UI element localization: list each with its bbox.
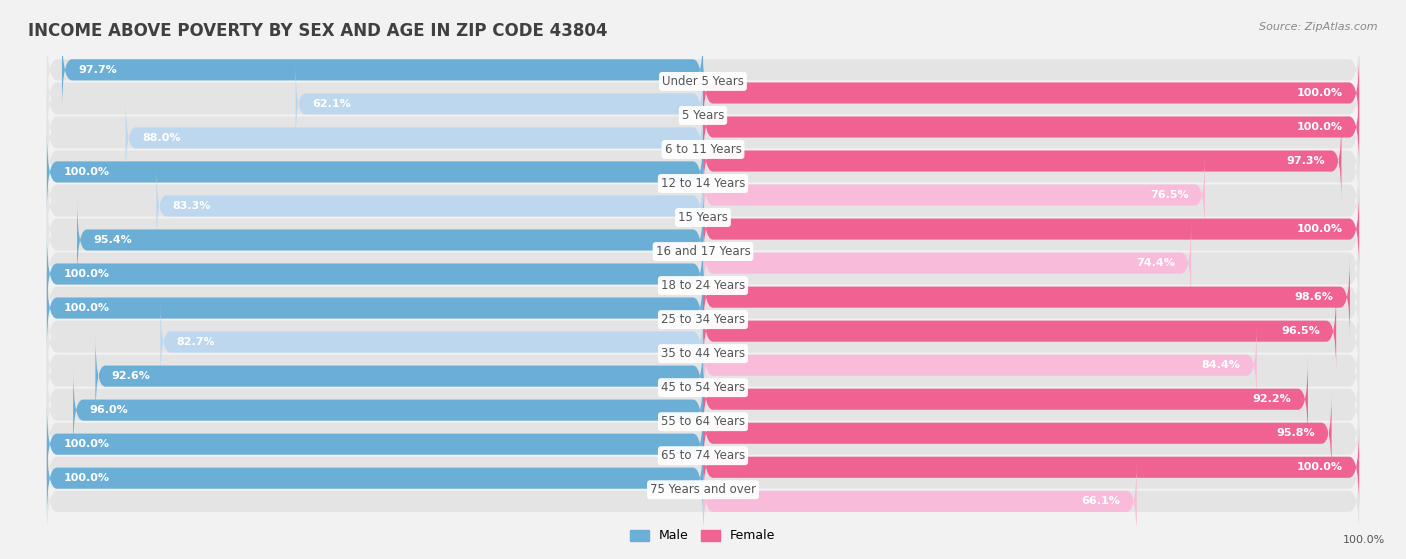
FancyBboxPatch shape [46, 200, 1360, 281]
Text: 35 to 44 Years: 35 to 44 Years [661, 347, 745, 360]
Text: 96.5%: 96.5% [1281, 326, 1320, 336]
Text: 100.0%: 100.0% [63, 439, 110, 449]
Text: INCOME ABOVE POVERTY BY SEX AND AGE IN ZIP CODE 43804: INCOME ABOVE POVERTY BY SEX AND AGE IN Z… [28, 22, 607, 40]
FancyBboxPatch shape [77, 200, 703, 281]
FancyBboxPatch shape [703, 87, 1360, 168]
Text: 96.0%: 96.0% [90, 405, 128, 415]
FancyBboxPatch shape [46, 234, 1360, 315]
FancyBboxPatch shape [46, 63, 1360, 144]
Text: 84.4%: 84.4% [1202, 360, 1240, 370]
FancyBboxPatch shape [46, 404, 1360, 485]
FancyBboxPatch shape [46, 369, 1360, 451]
Text: 95.4%: 95.4% [93, 235, 132, 245]
Text: 12 to 14 Years: 12 to 14 Years [661, 177, 745, 190]
Text: 76.5%: 76.5% [1150, 190, 1188, 200]
FancyBboxPatch shape [46, 404, 703, 485]
Text: 25 to 34 Years: 25 to 34 Years [661, 313, 745, 326]
Text: 83.3%: 83.3% [173, 201, 211, 211]
FancyBboxPatch shape [46, 325, 1360, 406]
Text: 100.0%: 100.0% [63, 167, 110, 177]
FancyBboxPatch shape [46, 222, 1360, 304]
Text: 62.1%: 62.1% [312, 99, 350, 109]
FancyBboxPatch shape [46, 234, 703, 315]
FancyBboxPatch shape [62, 30, 703, 110]
FancyBboxPatch shape [125, 97, 703, 178]
FancyBboxPatch shape [46, 121, 1360, 202]
FancyBboxPatch shape [46, 131, 703, 212]
FancyBboxPatch shape [703, 53, 1360, 134]
FancyBboxPatch shape [46, 97, 1360, 178]
Text: 55 to 64 Years: 55 to 64 Years [661, 415, 745, 428]
Text: 95.8%: 95.8% [1277, 428, 1315, 438]
FancyBboxPatch shape [46, 438, 1360, 519]
Text: 18 to 24 Years: 18 to 24 Years [661, 279, 745, 292]
Text: 5 Years: 5 Years [682, 109, 724, 122]
Text: 88.0%: 88.0% [142, 133, 180, 143]
Text: 75 Years and over: 75 Years and over [650, 483, 756, 496]
FancyBboxPatch shape [73, 369, 703, 451]
FancyBboxPatch shape [156, 165, 703, 247]
Text: 82.7%: 82.7% [177, 337, 215, 347]
Text: 100.0%: 100.0% [1343, 535, 1385, 545]
Text: 100.0%: 100.0% [63, 473, 110, 483]
Legend: Male, Female: Male, Female [626, 524, 780, 547]
FancyBboxPatch shape [46, 257, 1360, 338]
FancyBboxPatch shape [46, 301, 1360, 382]
Text: 100.0%: 100.0% [1296, 88, 1343, 98]
FancyBboxPatch shape [46, 268, 703, 348]
FancyBboxPatch shape [46, 427, 1360, 508]
FancyBboxPatch shape [703, 359, 1308, 440]
Text: 45 to 54 Years: 45 to 54 Years [661, 381, 745, 394]
FancyBboxPatch shape [160, 301, 703, 382]
FancyBboxPatch shape [46, 188, 1360, 269]
FancyBboxPatch shape [46, 268, 1360, 348]
FancyBboxPatch shape [295, 63, 703, 144]
FancyBboxPatch shape [46, 165, 1360, 247]
Text: Source: ZipAtlas.com: Source: ZipAtlas.com [1260, 22, 1378, 32]
FancyBboxPatch shape [703, 325, 1257, 406]
Text: 92.6%: 92.6% [112, 371, 150, 381]
FancyBboxPatch shape [46, 30, 1360, 110]
FancyBboxPatch shape [703, 393, 1331, 473]
FancyBboxPatch shape [703, 155, 1205, 235]
FancyBboxPatch shape [703, 188, 1360, 269]
FancyBboxPatch shape [46, 131, 1360, 212]
Text: 66.1%: 66.1% [1081, 496, 1121, 506]
Text: 98.6%: 98.6% [1295, 292, 1333, 302]
Text: Under 5 Years: Under 5 Years [662, 75, 744, 88]
FancyBboxPatch shape [46, 393, 1360, 473]
FancyBboxPatch shape [46, 461, 1360, 542]
Text: 15 Years: 15 Years [678, 211, 728, 224]
Text: 100.0%: 100.0% [1296, 224, 1343, 234]
Text: 100.0%: 100.0% [1296, 122, 1343, 132]
Text: 65 to 74 Years: 65 to 74 Years [661, 449, 745, 462]
FancyBboxPatch shape [46, 335, 1360, 416]
FancyBboxPatch shape [703, 121, 1341, 202]
Text: 97.7%: 97.7% [79, 65, 117, 75]
FancyBboxPatch shape [703, 257, 1350, 338]
Text: 100.0%: 100.0% [63, 269, 110, 279]
FancyBboxPatch shape [703, 461, 1136, 542]
Text: 100.0%: 100.0% [1296, 462, 1343, 472]
Text: 97.3%: 97.3% [1286, 156, 1324, 166]
FancyBboxPatch shape [703, 427, 1360, 508]
Text: 16 and 17 Years: 16 and 17 Years [655, 245, 751, 258]
FancyBboxPatch shape [46, 438, 703, 519]
Text: 6 to 11 Years: 6 to 11 Years [665, 143, 741, 156]
FancyBboxPatch shape [703, 222, 1191, 304]
FancyBboxPatch shape [46, 155, 1360, 235]
Text: 92.2%: 92.2% [1253, 394, 1292, 404]
FancyBboxPatch shape [46, 291, 1360, 372]
FancyBboxPatch shape [703, 291, 1336, 372]
FancyBboxPatch shape [46, 359, 1360, 440]
FancyBboxPatch shape [46, 53, 1360, 134]
Text: 100.0%: 100.0% [63, 303, 110, 313]
Text: 74.4%: 74.4% [1136, 258, 1175, 268]
FancyBboxPatch shape [46, 87, 1360, 168]
FancyBboxPatch shape [96, 335, 703, 416]
